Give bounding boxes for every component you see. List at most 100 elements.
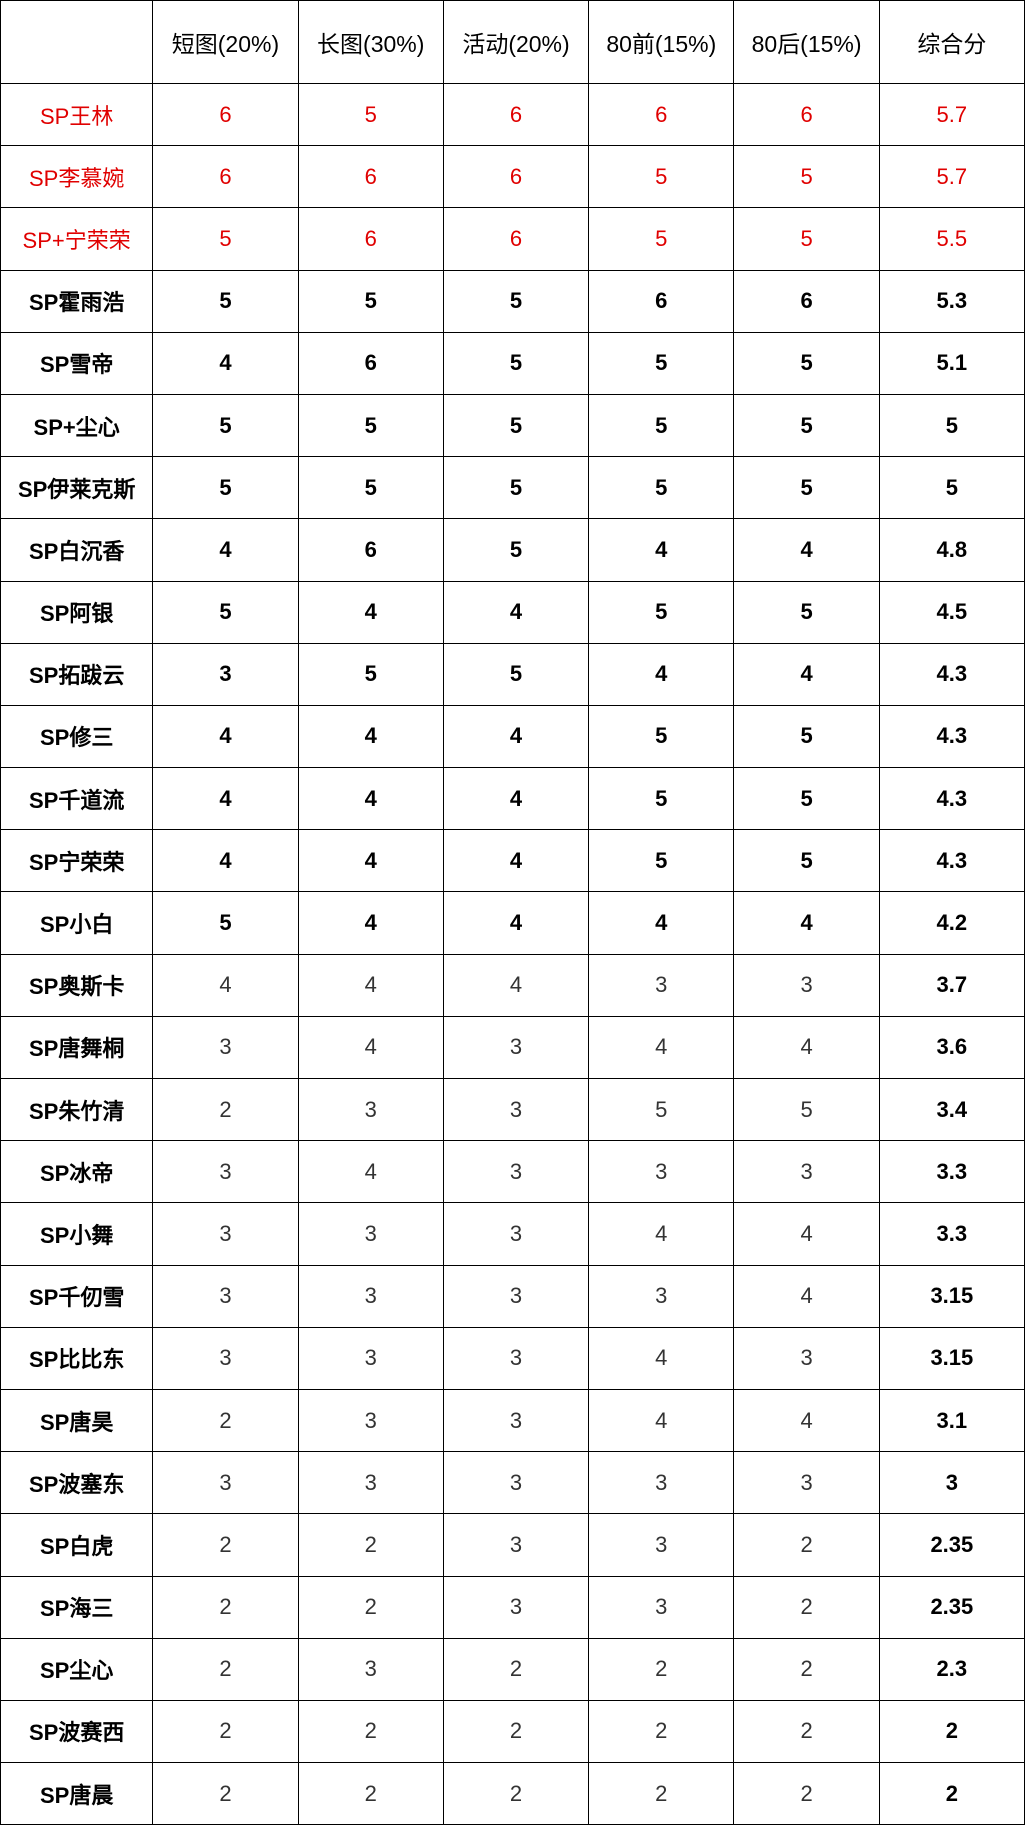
score-cell: 3 <box>152 1451 299 1515</box>
score-cell: 6 <box>152 82 299 147</box>
character-name: SP尘心 <box>0 1637 154 1701</box>
score-cell: 3 <box>442 1513 590 1577</box>
total-score: 3 <box>878 1451 1026 1515</box>
score-cell: 3 <box>297 1388 444 1453</box>
score-cell: 4 <box>442 829 590 893</box>
character-name: SP雪帝 <box>0 331 154 395</box>
character-name: SP朱竹清 <box>0 1077 154 1142</box>
character-name: SP修三 <box>0 704 154 769</box>
score-cell: 5 <box>733 207 880 271</box>
score-cell: 3 <box>442 1140 590 1204</box>
score-cell: 4 <box>588 891 735 955</box>
table-row: SP拓跋云 3 5 5 4 4 4.3 <box>0 642 1026 706</box>
character-name: SP小舞 <box>0 1202 154 1266</box>
total-score: 3.6 <box>878 1015 1026 1080</box>
header-activity: 活动(20%) <box>442 0 590 84</box>
score-cell: 4 <box>442 953 590 1017</box>
score-cell: 5 <box>297 269 444 333</box>
score-cell: 3 <box>297 1637 444 1701</box>
score-cell: 4 <box>733 1388 880 1453</box>
score-cell: 6 <box>297 518 444 582</box>
table-row: SP唐舞桐 3 4 3 4 4 3.6 <box>0 1015 1026 1080</box>
total-score: 2.35 <box>878 1575 1026 1639</box>
character-name: SP李慕婉 <box>0 145 154 209</box>
score-cell: 4 <box>733 891 880 955</box>
total-score: 5 <box>878 456 1026 520</box>
score-cell: 4 <box>442 891 590 955</box>
character-name: SP小白 <box>0 891 154 955</box>
table-row: SP波塞东 3 3 3 3 3 3 <box>0 1451 1026 1515</box>
character-name: SP+宁荣荣 <box>0 207 154 271</box>
total-score: 3.15 <box>878 1264 1026 1328</box>
header-long-image: 长图(30%) <box>297 0 444 84</box>
score-cell: 6 <box>733 269 880 333</box>
score-cell: 3 <box>152 1015 299 1080</box>
score-cell: 3 <box>442 1388 590 1453</box>
score-cell: 4 <box>442 580 590 644</box>
score-cell: 6 <box>297 145 444 209</box>
character-name: SP霍雨浩 <box>0 269 154 333</box>
table-row: SP千仞雪 3 3 3 3 4 3.15 <box>0 1264 1026 1328</box>
score-cell: 2 <box>588 1637 735 1701</box>
score-cell: 6 <box>152 145 299 209</box>
score-cell: 2 <box>297 1762 444 1826</box>
score-cell: 4 <box>733 642 880 706</box>
total-score: 3.7 <box>878 953 1026 1017</box>
total-score: 2 <box>878 1762 1026 1826</box>
table-row: SP宁荣荣 4 4 4 5 5 4.3 <box>0 829 1026 893</box>
score-cell: 4 <box>297 704 444 769</box>
score-cell: 4 <box>297 1140 444 1204</box>
score-cell: 5 <box>733 145 880 209</box>
score-cell: 3 <box>588 1140 735 1204</box>
table-row: SP伊莱克斯 5 5 5 5 5 5 <box>0 456 1026 520</box>
character-name: SP王林 <box>0 82 154 147</box>
score-cell: 6 <box>297 207 444 271</box>
score-cell: 3 <box>733 1326 880 1390</box>
score-cell: 3 <box>297 1264 444 1328</box>
character-name: SP冰帝 <box>0 1140 154 1204</box>
score-cell: 4 <box>733 1202 880 1266</box>
score-cell: 3 <box>733 953 880 1017</box>
character-name: SP比比东 <box>0 1326 154 1390</box>
table-row: SP李慕婉 6 6 6 5 5 5.7 <box>0 145 1026 209</box>
score-cell: 4 <box>152 331 299 395</box>
score-cell: 4 <box>588 1202 735 1266</box>
total-score: 5.7 <box>878 145 1026 209</box>
score-cell: 5 <box>152 393 299 458</box>
total-score: 5 <box>878 393 1026 458</box>
score-cell: 5 <box>733 767 880 831</box>
score-cell: 4 <box>588 1015 735 1080</box>
score-cell: 4 <box>297 767 444 831</box>
score-cell: 5 <box>152 456 299 520</box>
total-score: 4.8 <box>878 518 1026 582</box>
table-row: SP尘心 2 3 2 2 2 2.3 <box>0 1637 1026 1701</box>
total-score: 3.3 <box>878 1140 1026 1204</box>
table-row: SP波赛西 2 2 2 2 2 2 <box>0 1699 1026 1764</box>
score-cell: 5 <box>588 829 735 893</box>
score-cell: 5 <box>442 331 590 395</box>
total-score: 2.35 <box>878 1513 1026 1577</box>
character-name: SP千道流 <box>0 767 154 831</box>
character-name: SP阿银 <box>0 580 154 644</box>
score-cell: 5 <box>442 642 590 706</box>
table-row: SP王林 6 5 6 6 6 5.7 <box>0 82 1026 147</box>
score-cell: 5 <box>588 1077 735 1142</box>
score-cell: 2 <box>297 1513 444 1577</box>
character-name: SP海三 <box>0 1575 154 1639</box>
score-cell: 5 <box>442 269 590 333</box>
score-cell: 5 <box>733 456 880 520</box>
score-cell: 3 <box>152 1140 299 1204</box>
total-score: 4.2 <box>878 891 1026 955</box>
score-cell: 5 <box>588 207 735 271</box>
score-cell: 3 <box>442 1575 590 1639</box>
score-cell: 3 <box>152 642 299 706</box>
score-cell: 3 <box>152 1326 299 1390</box>
score-cell: 4 <box>588 518 735 582</box>
score-cell: 3 <box>152 1264 299 1328</box>
character-name: SP+尘心 <box>0 393 154 458</box>
score-cell: 4 <box>588 1388 735 1453</box>
score-cell: 5 <box>442 393 590 458</box>
character-name: SP奥斯卡 <box>0 953 154 1017</box>
score-cell: 4 <box>588 642 735 706</box>
